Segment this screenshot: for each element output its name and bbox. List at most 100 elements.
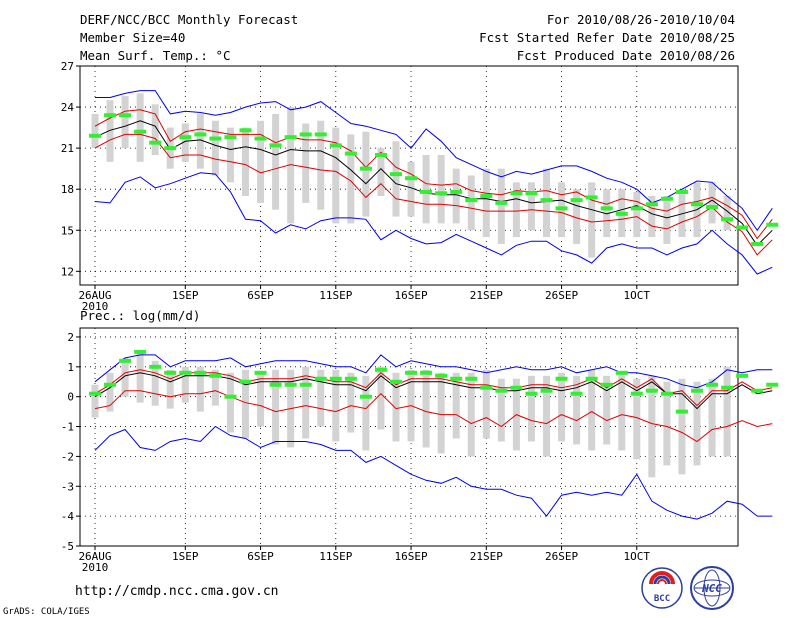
grads-credit: GrADS: COLA/IGES bbox=[3, 607, 90, 617]
y-tick-label: -1 bbox=[61, 421, 74, 434]
median-marker bbox=[600, 206, 613, 211]
median-marker bbox=[104, 113, 117, 118]
median-marker bbox=[209, 373, 222, 378]
median-marker bbox=[540, 388, 553, 393]
spread-box bbox=[467, 372, 475, 457]
median-marker bbox=[390, 379, 402, 384]
median-marker bbox=[450, 376, 463, 381]
spread-box bbox=[482, 369, 490, 439]
median-marker bbox=[164, 146, 177, 151]
spread-box bbox=[317, 120, 325, 210]
median-marker bbox=[630, 206, 643, 211]
y-tick-label: 15 bbox=[61, 224, 74, 237]
spread-box bbox=[618, 372, 626, 451]
forecast-range: For 2010/08/26-2010/10/04 bbox=[547, 12, 735, 27]
median-marker bbox=[675, 189, 688, 194]
median-marker bbox=[344, 151, 357, 156]
spread-box bbox=[332, 127, 340, 224]
median-marker bbox=[525, 391, 538, 396]
spread-box bbox=[437, 154, 445, 224]
median-marker bbox=[706, 382, 719, 387]
median-marker bbox=[540, 198, 553, 203]
median-marker bbox=[89, 391, 101, 396]
spread-box bbox=[302, 366, 310, 439]
spread-box bbox=[663, 196, 671, 244]
spread-box bbox=[121, 96, 129, 149]
spread-box bbox=[723, 196, 731, 231]
median-marker bbox=[691, 388, 703, 393]
spread-box bbox=[91, 384, 99, 418]
median-marker bbox=[149, 140, 162, 145]
spread-box bbox=[708, 378, 716, 457]
x-tick-label: 26SEP bbox=[545, 289, 578, 302]
median-marker bbox=[435, 191, 448, 196]
median-marker bbox=[600, 382, 613, 387]
spread-box bbox=[121, 357, 129, 397]
spread-box bbox=[588, 369, 596, 451]
median-marker bbox=[209, 136, 222, 141]
series-line-p25 bbox=[94, 133, 773, 256]
x-tick-label: 16SEP bbox=[394, 289, 427, 302]
spread-box bbox=[422, 369, 430, 448]
spread-box bbox=[242, 127, 249, 197]
median-marker bbox=[615, 370, 628, 375]
x-year-label: 2010 bbox=[82, 300, 109, 313]
fcst-start-date: Fcst Started Refer Date 2010/08/25 bbox=[479, 30, 735, 45]
y-tick-label: 2 bbox=[67, 331, 74, 344]
spread-box bbox=[226, 127, 234, 183]
spread-box bbox=[181, 366, 189, 403]
median-marker bbox=[134, 349, 147, 354]
series-line-mean bbox=[94, 372, 773, 410]
spread-box bbox=[347, 134, 355, 224]
median-marker bbox=[465, 198, 478, 203]
median-marker bbox=[480, 385, 493, 390]
spread-box bbox=[407, 161, 415, 217]
series-line-p25 bbox=[94, 390, 773, 443]
spread-box bbox=[392, 141, 400, 217]
spread-box bbox=[482, 168, 490, 238]
spread-box bbox=[558, 372, 566, 442]
median-marker bbox=[89, 133, 101, 138]
median-marker bbox=[480, 194, 493, 199]
median-marker bbox=[269, 143, 282, 148]
spread-box bbox=[347, 372, 355, 433]
spread-box bbox=[242, 369, 249, 439]
spread-box bbox=[527, 182, 535, 231]
spread-box bbox=[332, 369, 340, 442]
spread-box bbox=[106, 372, 114, 412]
variable-label: Mean Surf. Temp.: °C bbox=[80, 48, 231, 63]
median-marker bbox=[570, 198, 583, 203]
footer-url[interactable]: http://cmdp.ncc.cma.gov.cn bbox=[75, 584, 279, 599]
median-marker bbox=[104, 382, 117, 387]
median-marker bbox=[254, 136, 267, 141]
spread-box bbox=[287, 107, 295, 224]
median-marker bbox=[510, 191, 523, 196]
median-marker bbox=[570, 391, 583, 396]
plot-frame bbox=[79, 65, 739, 286]
spread-box bbox=[226, 372, 234, 433]
median-marker bbox=[194, 370, 207, 375]
spread-box bbox=[181, 123, 189, 162]
spread-box bbox=[257, 372, 265, 427]
median-marker bbox=[555, 376, 568, 381]
spread-box bbox=[467, 175, 475, 231]
series-line-max bbox=[95, 90, 773, 232]
median-marker bbox=[420, 370, 433, 375]
median-marker bbox=[645, 388, 658, 393]
spread-box bbox=[512, 182, 520, 238]
spread-box bbox=[497, 168, 505, 244]
spread-box bbox=[302, 123, 310, 203]
spread-box bbox=[362, 131, 370, 217]
spread-box bbox=[437, 372, 445, 454]
y-tick-label: 1 bbox=[67, 361, 74, 374]
spread-box bbox=[708, 182, 716, 224]
spread-box bbox=[196, 366, 204, 412]
plot-frame bbox=[79, 327, 739, 547]
median-marker bbox=[134, 129, 147, 134]
x-tick-label: 21SEP bbox=[470, 289, 503, 302]
spread-box bbox=[723, 366, 731, 457]
spread-box bbox=[196, 113, 204, 169]
bcc-logo-text: BCC bbox=[654, 594, 670, 604]
fcst-produced-date: Fcst Produced Date 2010/08/26 bbox=[517, 48, 735, 63]
precip-title: Prec.: log(mm/d) bbox=[80, 308, 200, 323]
